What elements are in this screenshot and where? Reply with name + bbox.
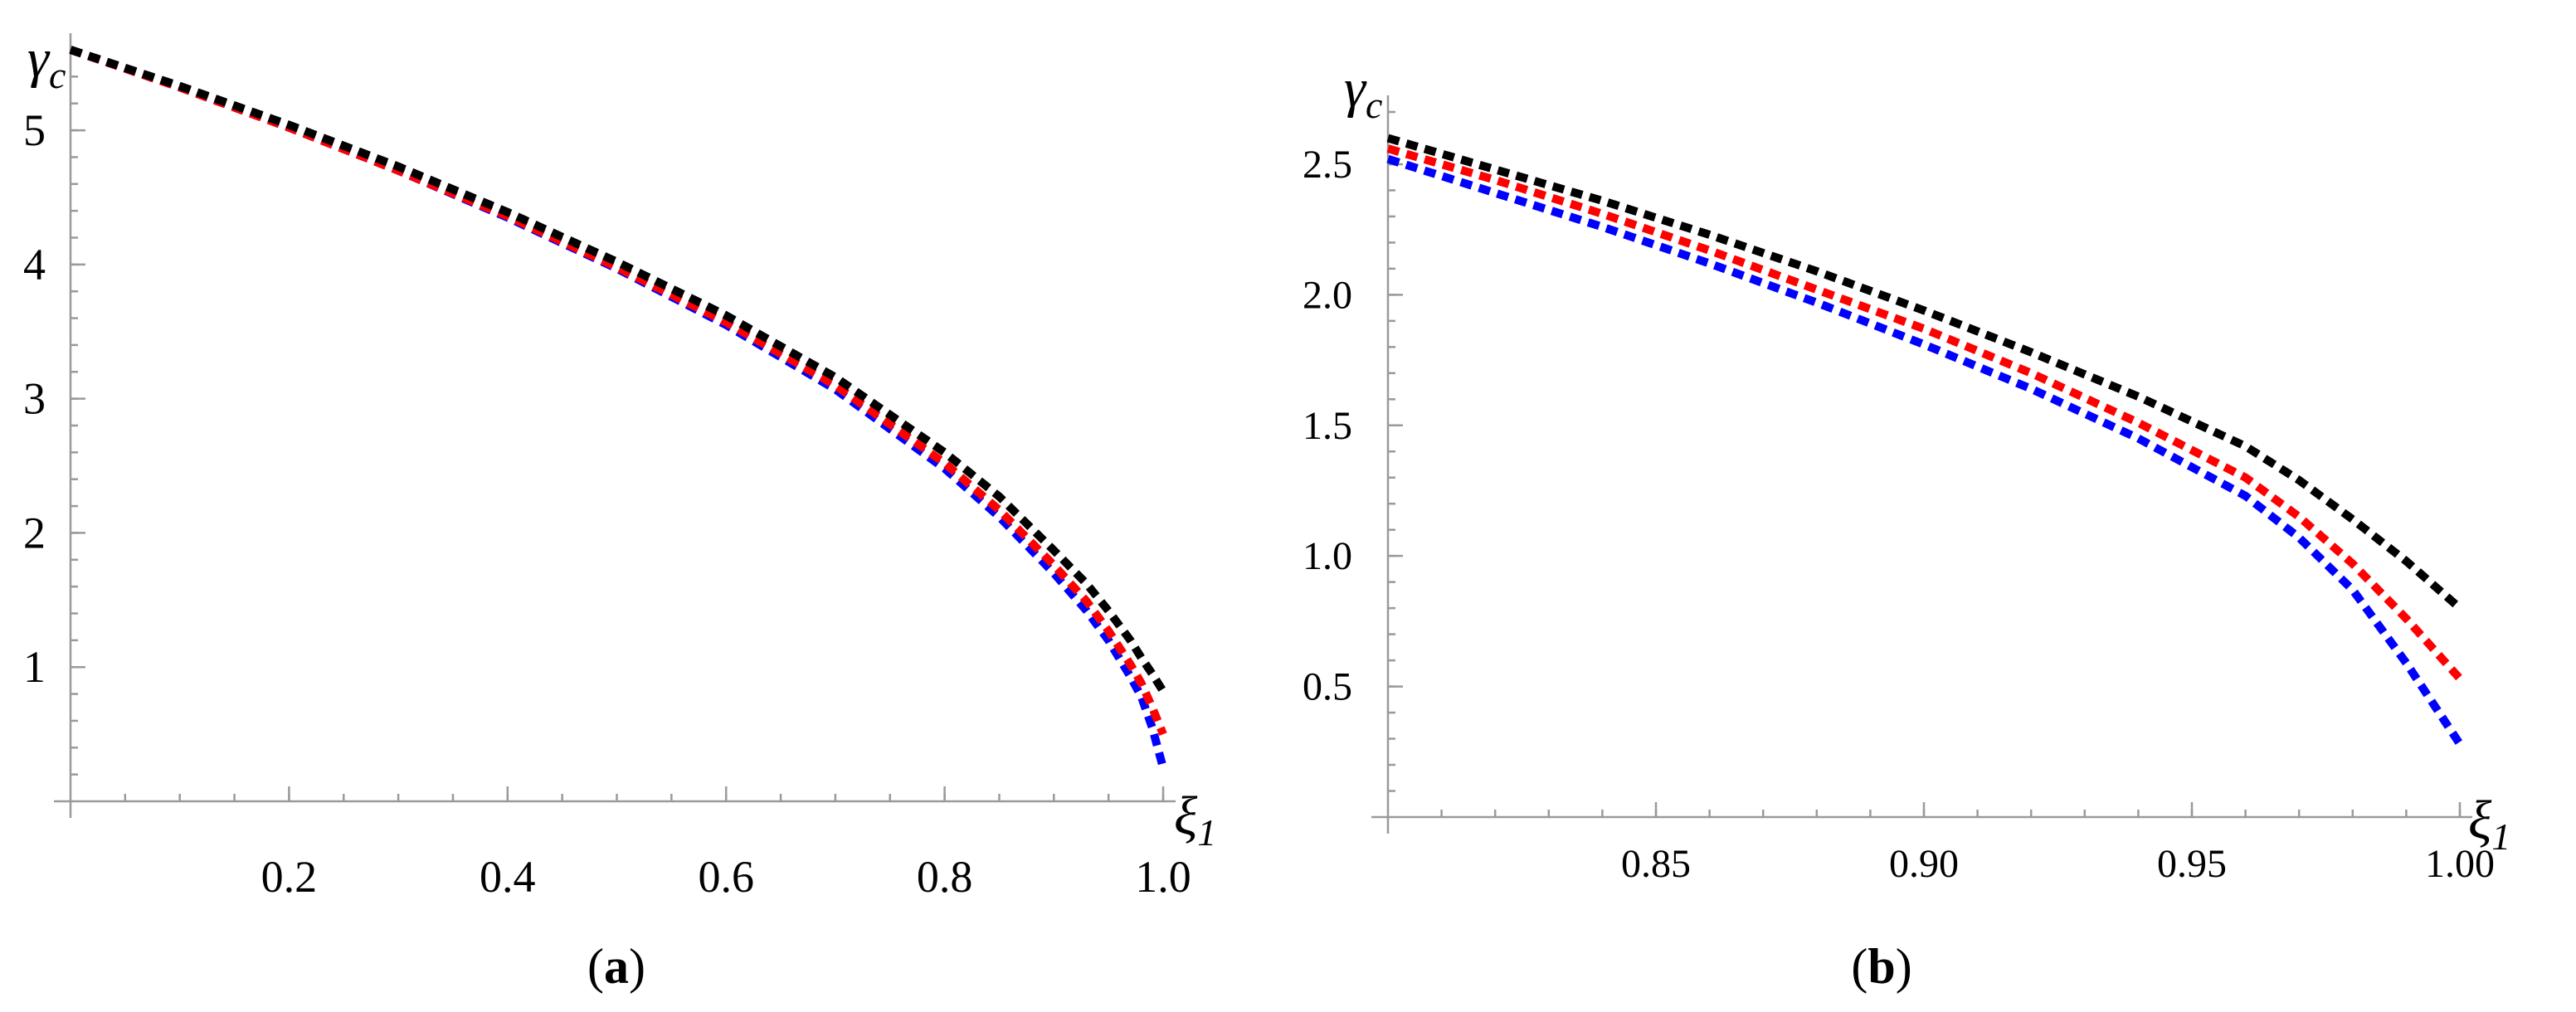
panel-a-x-axis-title: ξ1 [1174,786,1216,854]
panel-a-y-tick-label: 4 [23,240,46,289]
panel-a-y-tick-label: 5 [23,105,46,155]
panel-b-y-tick-label: 1.0 [1303,534,1352,578]
panel-b-y-tick-label: 0.5 [1303,665,1352,709]
panel-a-y-tick-label: 3 [23,374,46,424]
panel-b-series-blue [1386,154,2464,747]
panel-a-x-tick-label: 0.6 [698,852,754,902]
panel-a-series-black [69,46,1167,693]
panel-b-x-tick-label: 1.00 [2425,842,2495,886]
panel-b-x-tick-label: 0.95 [2157,842,2227,886]
panel-a-series-blue [69,46,1167,769]
panel-a-label: (a) [587,939,645,994]
panel-a-y-tick-label: 2 [23,508,46,557]
panel-b-series-red [1386,144,2463,682]
panel-b-y-axis-title: γc [1344,58,1382,126]
panel-b-x-tick-label: 0.85 [1621,842,1691,886]
panel-b-y-tick-label: 2.5 [1303,143,1352,187]
panel-a-x-tick-label: 0.8 [917,852,973,902]
panel-b-y-tick-label: 1.5 [1303,404,1352,448]
panel-b-y-tick-label: 2.0 [1303,273,1352,317]
panel-a-series-red [69,46,1167,736]
panel-a-y-axis-title: γc [27,28,66,96]
panel-a-x-tick-label: 0.2 [261,852,318,902]
panel-b-label: (b) [1851,939,1911,994]
panel-b-series-black [1386,134,2463,611]
panel-a-plot: 0.2 0.4 0.6 0.8 1.0 1 2 3 4 5 γc ξ1 (a) [23,28,1216,994]
panel-b-plot: 0.85 0.90 0.95 1.00 0.5 1.0 1.5 2.0 2.5 γc ξ1 (b) [1303,58,2510,994]
panel-a-x-tick-label: 0.4 [480,852,536,902]
panel-b-x-axis-title: ξ1 [2468,790,2510,858]
panel-a-x-tick-label: 1.0 [1135,852,1191,902]
panel-a-y-tick-label: 1 [23,642,46,692]
panel-b-x-tick-label: 0.90 [1889,842,1959,886]
